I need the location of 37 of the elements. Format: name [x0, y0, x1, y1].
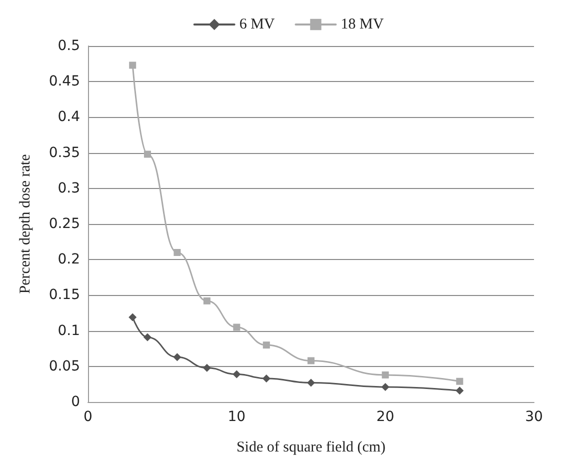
y-tick-label: 0.3: [58, 180, 80, 196]
point: [381, 383, 390, 392]
point: [456, 378, 464, 385]
x-tick-label: 20: [376, 409, 394, 425]
point: [307, 378, 315, 387]
point: [173, 353, 182, 362]
point: [233, 324, 240, 331]
x-tick-label: 10: [228, 409, 246, 425]
legend-label: 18 MV: [340, 16, 384, 32]
point: [174, 248, 181, 256]
x-axis-title: Side of square field (cm): [236, 440, 386, 456]
x-tick-label: 30: [525, 409, 543, 425]
y-tick-label: 0.25: [48, 216, 80, 232]
legend-label: 6 MV: [239, 16, 275, 32]
point: [308, 357, 314, 364]
point: [202, 364, 211, 372]
y-tick-label: 0.05: [48, 358, 80, 374]
y-tick-label: 0.45: [48, 74, 80, 90]
point: [456, 386, 464, 395]
y-tick-label: 0.4: [58, 109, 80, 126]
point: [232, 370, 241, 378]
y-tick-label: 0.35: [48, 144, 80, 161]
point: [129, 62, 136, 69]
y-tick-label: 0.5: [58, 38, 80, 54]
y-tick-label: 0.15: [48, 287, 80, 304]
y-tick-label: 0: [71, 394, 80, 410]
point: [203, 297, 210, 304]
point: [382, 371, 389, 378]
y-tick-label: 0.2: [58, 252, 80, 268]
point: [144, 150, 151, 158]
point: [143, 333, 152, 342]
point: [262, 342, 270, 349]
point: [262, 374, 270, 383]
point: [128, 313, 137, 322]
x-tick-label: 0: [84, 409, 92, 425]
y-tick-label: 0.1: [58, 322, 80, 339]
y-axis-title: Percent depth dose rate: [18, 154, 34, 294]
